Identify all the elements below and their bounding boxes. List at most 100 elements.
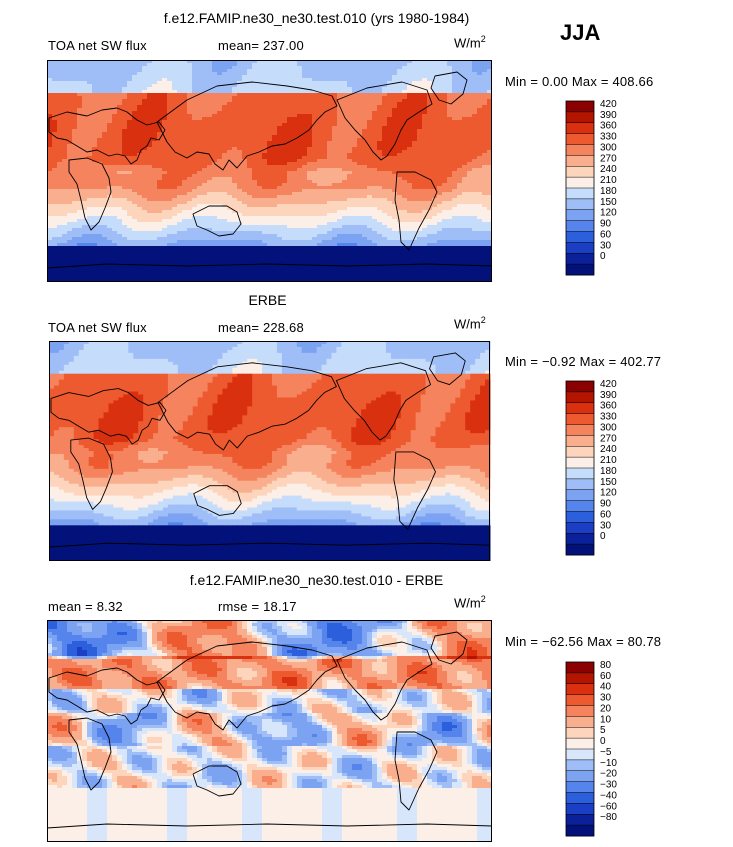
map-cell — [77, 69, 83, 73]
map-cell — [342, 129, 348, 133]
map-cell — [117, 201, 123, 205]
map-cell — [117, 189, 123, 193]
map-cell — [52, 156, 58, 160]
map-cell — [322, 198, 328, 202]
map-cell — [257, 120, 263, 124]
map-cell — [52, 204, 58, 208]
map-cell — [227, 99, 233, 103]
map-cell — [297, 156, 303, 160]
map-cell — [307, 63, 313, 67]
map-cell — [437, 144, 443, 148]
map-cell — [187, 192, 193, 196]
map-cell — [72, 75, 78, 79]
map-cell — [87, 99, 93, 103]
map-cell — [252, 132, 258, 136]
map-cell — [482, 60, 488, 64]
map-cell — [452, 60, 458, 64]
map-cell — [267, 147, 273, 151]
map-cell — [237, 87, 243, 91]
map-cell — [207, 159, 213, 163]
map-cell — [362, 162, 368, 166]
map-cell — [232, 72, 238, 76]
map-cell — [87, 63, 93, 67]
map-cell — [432, 168, 438, 172]
map-cell — [267, 114, 273, 118]
map-cell — [332, 147, 338, 151]
map-cell — [277, 102, 283, 106]
map-cell — [82, 99, 88, 103]
map-cell — [77, 141, 83, 145]
map-cell — [232, 168, 238, 172]
map-cell — [107, 102, 113, 106]
map-cell — [97, 171, 103, 175]
map-cell — [62, 177, 68, 181]
map-cell — [67, 129, 73, 133]
map-cell — [287, 78, 293, 82]
map-cell — [77, 96, 83, 100]
map-cell — [432, 189, 438, 193]
map-cell — [162, 165, 168, 169]
map-cell — [137, 192, 143, 196]
map-cell — [212, 78, 218, 82]
map-cell — [382, 159, 388, 163]
map-cell — [367, 69, 373, 73]
map-cell — [327, 183, 333, 187]
map-cell — [392, 204, 398, 208]
map-cell — [207, 195, 213, 199]
map-cell — [122, 141, 128, 145]
map-cell — [197, 198, 203, 202]
map-cell — [282, 213, 288, 217]
map-cell — [297, 216, 303, 220]
map-cell — [382, 60, 388, 64]
map-cell — [482, 153, 488, 157]
map-cell — [427, 153, 433, 157]
map-cell — [367, 216, 373, 220]
map-cell — [92, 213, 98, 217]
map-cell — [287, 201, 293, 205]
map-cell — [227, 138, 233, 142]
map-cell — [282, 183, 288, 187]
map-cell — [67, 210, 73, 214]
map-cell — [87, 192, 93, 196]
map-cell — [157, 144, 163, 148]
map-cell — [197, 81, 203, 85]
map-cell — [192, 66, 198, 70]
map-cell — [67, 102, 73, 106]
map-cell — [172, 183, 178, 187]
map-cell — [177, 60, 183, 64]
map-cell — [392, 192, 398, 196]
map-cell — [187, 210, 193, 214]
map-cell — [72, 87, 78, 91]
map-cell — [222, 207, 228, 211]
map-cell — [417, 219, 423, 223]
map-cell — [407, 171, 413, 175]
map-cell — [162, 138, 168, 142]
map-cell — [167, 201, 173, 205]
map-cell — [387, 87, 393, 91]
map-cell — [417, 156, 423, 160]
map-cell — [377, 204, 383, 208]
map-cell — [367, 102, 373, 106]
map-cell — [202, 150, 208, 154]
map-cell — [442, 198, 448, 202]
map-cell — [472, 180, 478, 184]
map-cell — [387, 90, 393, 94]
map-cell — [127, 72, 133, 76]
map-cell — [47, 114, 53, 118]
map-cell — [77, 81, 83, 85]
map-cell — [267, 144, 273, 148]
map-cell — [97, 177, 103, 181]
map-cell — [177, 186, 183, 190]
map-cell — [97, 174, 103, 178]
map-cell — [202, 195, 208, 199]
map-cell — [447, 114, 453, 118]
map-cell — [407, 72, 413, 76]
map-cell — [402, 147, 408, 151]
map-cell — [47, 123, 53, 127]
map-cell — [152, 111, 158, 115]
map-cell — [62, 75, 68, 79]
map-cell — [337, 90, 343, 94]
map-cell — [422, 225, 428, 229]
map-cell — [62, 180, 68, 184]
map-cell — [312, 60, 318, 64]
